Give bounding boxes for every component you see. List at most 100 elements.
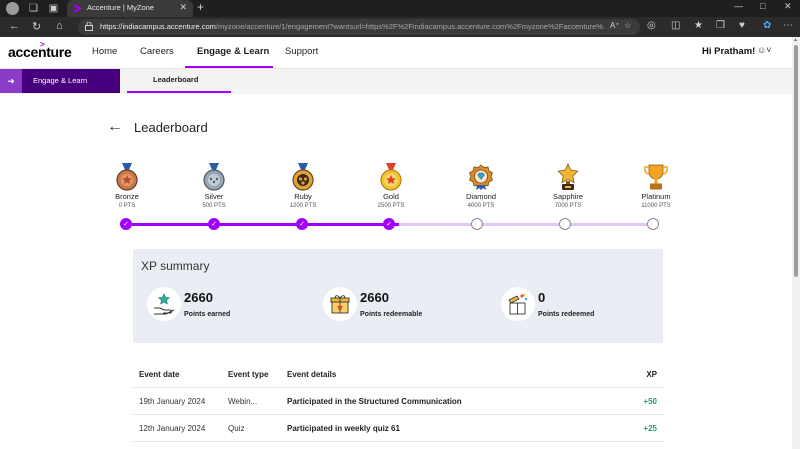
tab-actions-icon[interactable]: ▣: [48, 3, 59, 14]
xp-value: 0: [538, 290, 546, 305]
tier-check-icon: ✓: [383, 218, 395, 230]
sapphire-trophy-icon: [557, 163, 579, 190]
browser-tab-title: Accenture | MyZone: [87, 3, 154, 12]
section-label: Engage & Learn: [33, 76, 88, 85]
event-type: Webin...: [228, 397, 258, 406]
tier-name: Ruby: [294, 192, 312, 201]
platinum-trophy-icon: [644, 164, 668, 190]
xp-points-redeemable: 2660 Points redeemable: [315, 287, 485, 323]
table-header: Event date Event type Event details XP: [133, 362, 663, 388]
nav-engage-learn[interactable]: Engage & Learn: [197, 46, 270, 57]
profile-icon[interactable]: [6, 2, 19, 15]
new-tab-button[interactable]: +: [197, 0, 205, 14]
xp-label: Points redeemed: [538, 311, 595, 318]
xp-points-redeemed: 0 Points redeemed: [493, 287, 663, 323]
back-nav-icon[interactable]: ←: [9, 20, 20, 32]
workspaces-icon[interactable]: ❏: [29, 3, 38, 14]
xp-value: 2660: [184, 290, 213, 305]
browser-tab-bar: ❏ ▣ Accenture | MyZone ✕ + — □ ✕: [0, 0, 800, 17]
xp-value: 2660: [360, 290, 389, 305]
gift-box-icon: [323, 287, 357, 321]
active-subtab-indicator: [127, 91, 231, 93]
event-xp: +25: [643, 424, 657, 433]
accenture-logo[interactable]: accenture: [8, 44, 72, 60]
nav-support[interactable]: Support: [285, 46, 319, 57]
favorites-icon[interactable]: ★: [694, 20, 703, 31]
browser-tab[interactable]: Accenture | MyZone ✕: [67, 0, 193, 17]
tier-points: 0 PTS: [118, 203, 136, 209]
scrollbar-thumb[interactable]: [794, 45, 798, 277]
tier-pending-node: [647, 218, 659, 230]
reload-icon[interactable]: ↻: [32, 21, 42, 33]
close-tab-icon[interactable]: ✕: [179, 2, 187, 12]
accenture-favicon-icon: [74, 4, 82, 13]
split-screen-icon[interactable]: ◫: [671, 20, 681, 31]
accenture-logo-mark-icon: >: [40, 40, 45, 49]
tier-check-icon: ✓: [296, 218, 308, 230]
section-pill[interactable]: ➜ Engage & Learn: [0, 69, 120, 93]
nav-home[interactable]: Home: [92, 46, 118, 57]
read-aloud-icon[interactable]: A⁺: [610, 21, 620, 30]
event-details: Participated in the Structured Communica…: [287, 397, 462, 406]
tier-points: 1200 PTS: [289, 203, 317, 209]
tier-check-icon: ✓: [208, 218, 220, 230]
tier-points: 2500 PTS: [377, 203, 405, 209]
tier-name: Diamond: [465, 192, 496, 201]
user-account-icon[interactable]: ☺˅: [757, 45, 772, 55]
event-details: Participated in weekly quiz 61: [287, 424, 400, 433]
scroll-up-icon[interactable]: ▲: [793, 37, 798, 43]
xp-label: Points earned: [184, 311, 231, 318]
tier-points: 7000 PTS: [554, 203, 582, 209]
maximize-window-button[interactable]: □: [760, 1, 766, 11]
xp-points-earned: 2660 Points earned: [139, 287, 309, 323]
ruby-medal-icon: [292, 163, 314, 191]
event-xp: +50: [643, 397, 657, 406]
tier-pending-node: [471, 218, 483, 230]
browser-essentials-icon[interactable]: ♥: [739, 20, 745, 31]
event-date: 19th January 2024: [139, 397, 206, 406]
tier-pending-node: [559, 218, 571, 230]
tier-name: Bronze: [115, 192, 139, 201]
header-xp: XP: [646, 370, 657, 379]
page-scrollbar[interactable]: ▲: [792, 37, 800, 449]
bronze-medal-icon: [116, 163, 138, 191]
minimize-window-button[interactable]: —: [734, 1, 743, 11]
close-window-button[interactable]: ✕: [784, 1, 792, 11]
xp-label: Points redeemable: [360, 311, 423, 318]
event-type: Quiz: [228, 424, 245, 433]
header-event-type: Event type: [228, 370, 269, 379]
events-table: Event date Event type Event details XP 1…: [133, 362, 663, 442]
gold-medal-icon: [380, 163, 402, 191]
tier-points: 4000 PTS: [467, 203, 495, 209]
collections-icon[interactable]: ❐: [716, 20, 725, 31]
sub-navigation: ➜ Engage & Learn Leaderboard: [0, 69, 792, 94]
tier-name: Platinum: [641, 192, 671, 201]
header-event-date: Event date: [139, 370, 180, 379]
nav-careers[interactable]: Careers: [140, 46, 174, 57]
tier-points: 11000 PTS: [641, 203, 671, 209]
page-title: Leaderboard: [134, 120, 208, 135]
lock-icon: [85, 22, 93, 31]
xp-summary-title: XP summary: [141, 259, 210, 273]
header-event-details: Event details: [287, 370, 337, 379]
silver-medal-icon: [203, 163, 225, 191]
tier-name: Gold: [383, 192, 399, 201]
progress-track-complete: [132, 223, 389, 226]
table-row[interactable]: 19th January 2024 Webin... Participated …: [133, 388, 663, 415]
table-row[interactable]: 12th January 2024 Quiz Participated in w…: [133, 415, 663, 442]
back-arrow-icon[interactable]: ←: [107, 118, 123, 135]
url-field[interactable]: https://indiacampus.accenture.com/myzone…: [78, 19, 640, 35]
tab-leaderboard[interactable]: Leaderboard: [153, 75, 199, 84]
active-nav-indicator: [185, 66, 273, 68]
tier-check-icon: ✓: [120, 218, 132, 230]
user-greeting[interactable]: Hi Pratham!: [702, 46, 756, 57]
diamond-medal-icon: [468, 164, 494, 190]
more-options-icon[interactable]: ⋯: [783, 20, 793, 31]
home-icon[interactable]: ⌂: [56, 20, 63, 32]
site-header: accenture > Home Careers Engage & Learn …: [0, 37, 792, 69]
extension-icon[interactable]: ◎: [647, 20, 656, 31]
url-text: https://indiacampus.accenture.com/myzone…: [100, 22, 605, 31]
favorite-star-icon[interactable]: ☆: [624, 21, 632, 30]
event-date: 12th January 2024: [139, 424, 206, 433]
copilot-icon[interactable]: ✿: [763, 20, 772, 31]
